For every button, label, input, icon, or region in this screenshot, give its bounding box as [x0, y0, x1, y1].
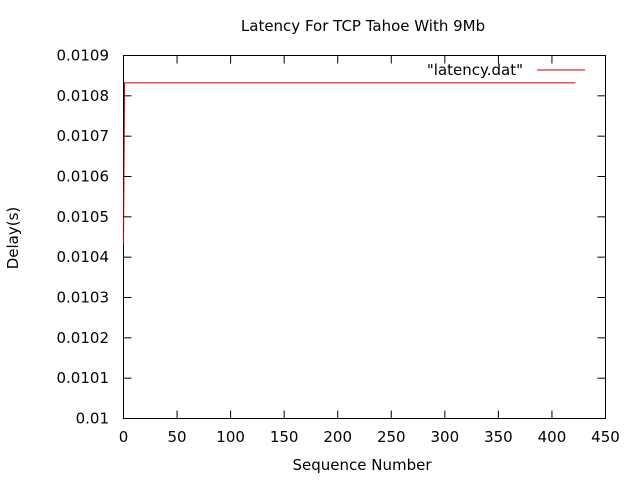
y-axis-ticks: 0.01 0.0101 0.0102 0.0103 0.0104 0.0105 0.0106… — [57, 47, 606, 428]
plot-frame — [123, 55, 606, 419]
x-tick-label: 400 — [538, 428, 567, 446]
y-tick-label: 0.0108 — [57, 87, 110, 105]
y-tick-label: 0.01 — [76, 410, 109, 428]
y-tick-label: 0.0101 — [57, 369, 110, 387]
legend-label: "latency.dat" — [427, 61, 523, 79]
x-tick-label: 300 — [431, 428, 460, 446]
x-tick-label: 150 — [270, 428, 299, 446]
x-axis-ticks: 0 50 100 150 200 250 300 350 400 450 — [119, 55, 620, 446]
x-tick-label: 450 — [591, 428, 620, 446]
x-axis-label: Sequence Number — [292, 456, 432, 474]
y-tick-label: 0.0107 — [57, 127, 110, 145]
y-tick-label: 0.0106 — [57, 168, 110, 186]
y-tick-label: 0.0102 — [57, 329, 110, 347]
y-tick-label: 0.0104 — [57, 248, 110, 266]
x-tick-label: 350 — [484, 428, 513, 446]
legend: "latency.dat" — [427, 61, 585, 79]
series-layer — [123, 82, 576, 244]
y-tick-label: 0.0109 — [57, 47, 110, 65]
y-axis-label: Delay(s) — [4, 207, 22, 270]
x-tick-label: 200 — [323, 428, 352, 446]
y-tick-label: 0.0103 — [57, 289, 110, 307]
chart-title: Latency For TCP Tahoe With 9Mb — [241, 17, 485, 35]
x-tick-label: 50 — [168, 428, 187, 446]
x-tick-label: 0 — [119, 428, 129, 446]
x-tick-label: 250 — [377, 428, 406, 446]
x-tick-label: 100 — [216, 428, 245, 446]
y-tick-label: 0.0105 — [57, 208, 110, 226]
series-line — [123, 82, 576, 244]
